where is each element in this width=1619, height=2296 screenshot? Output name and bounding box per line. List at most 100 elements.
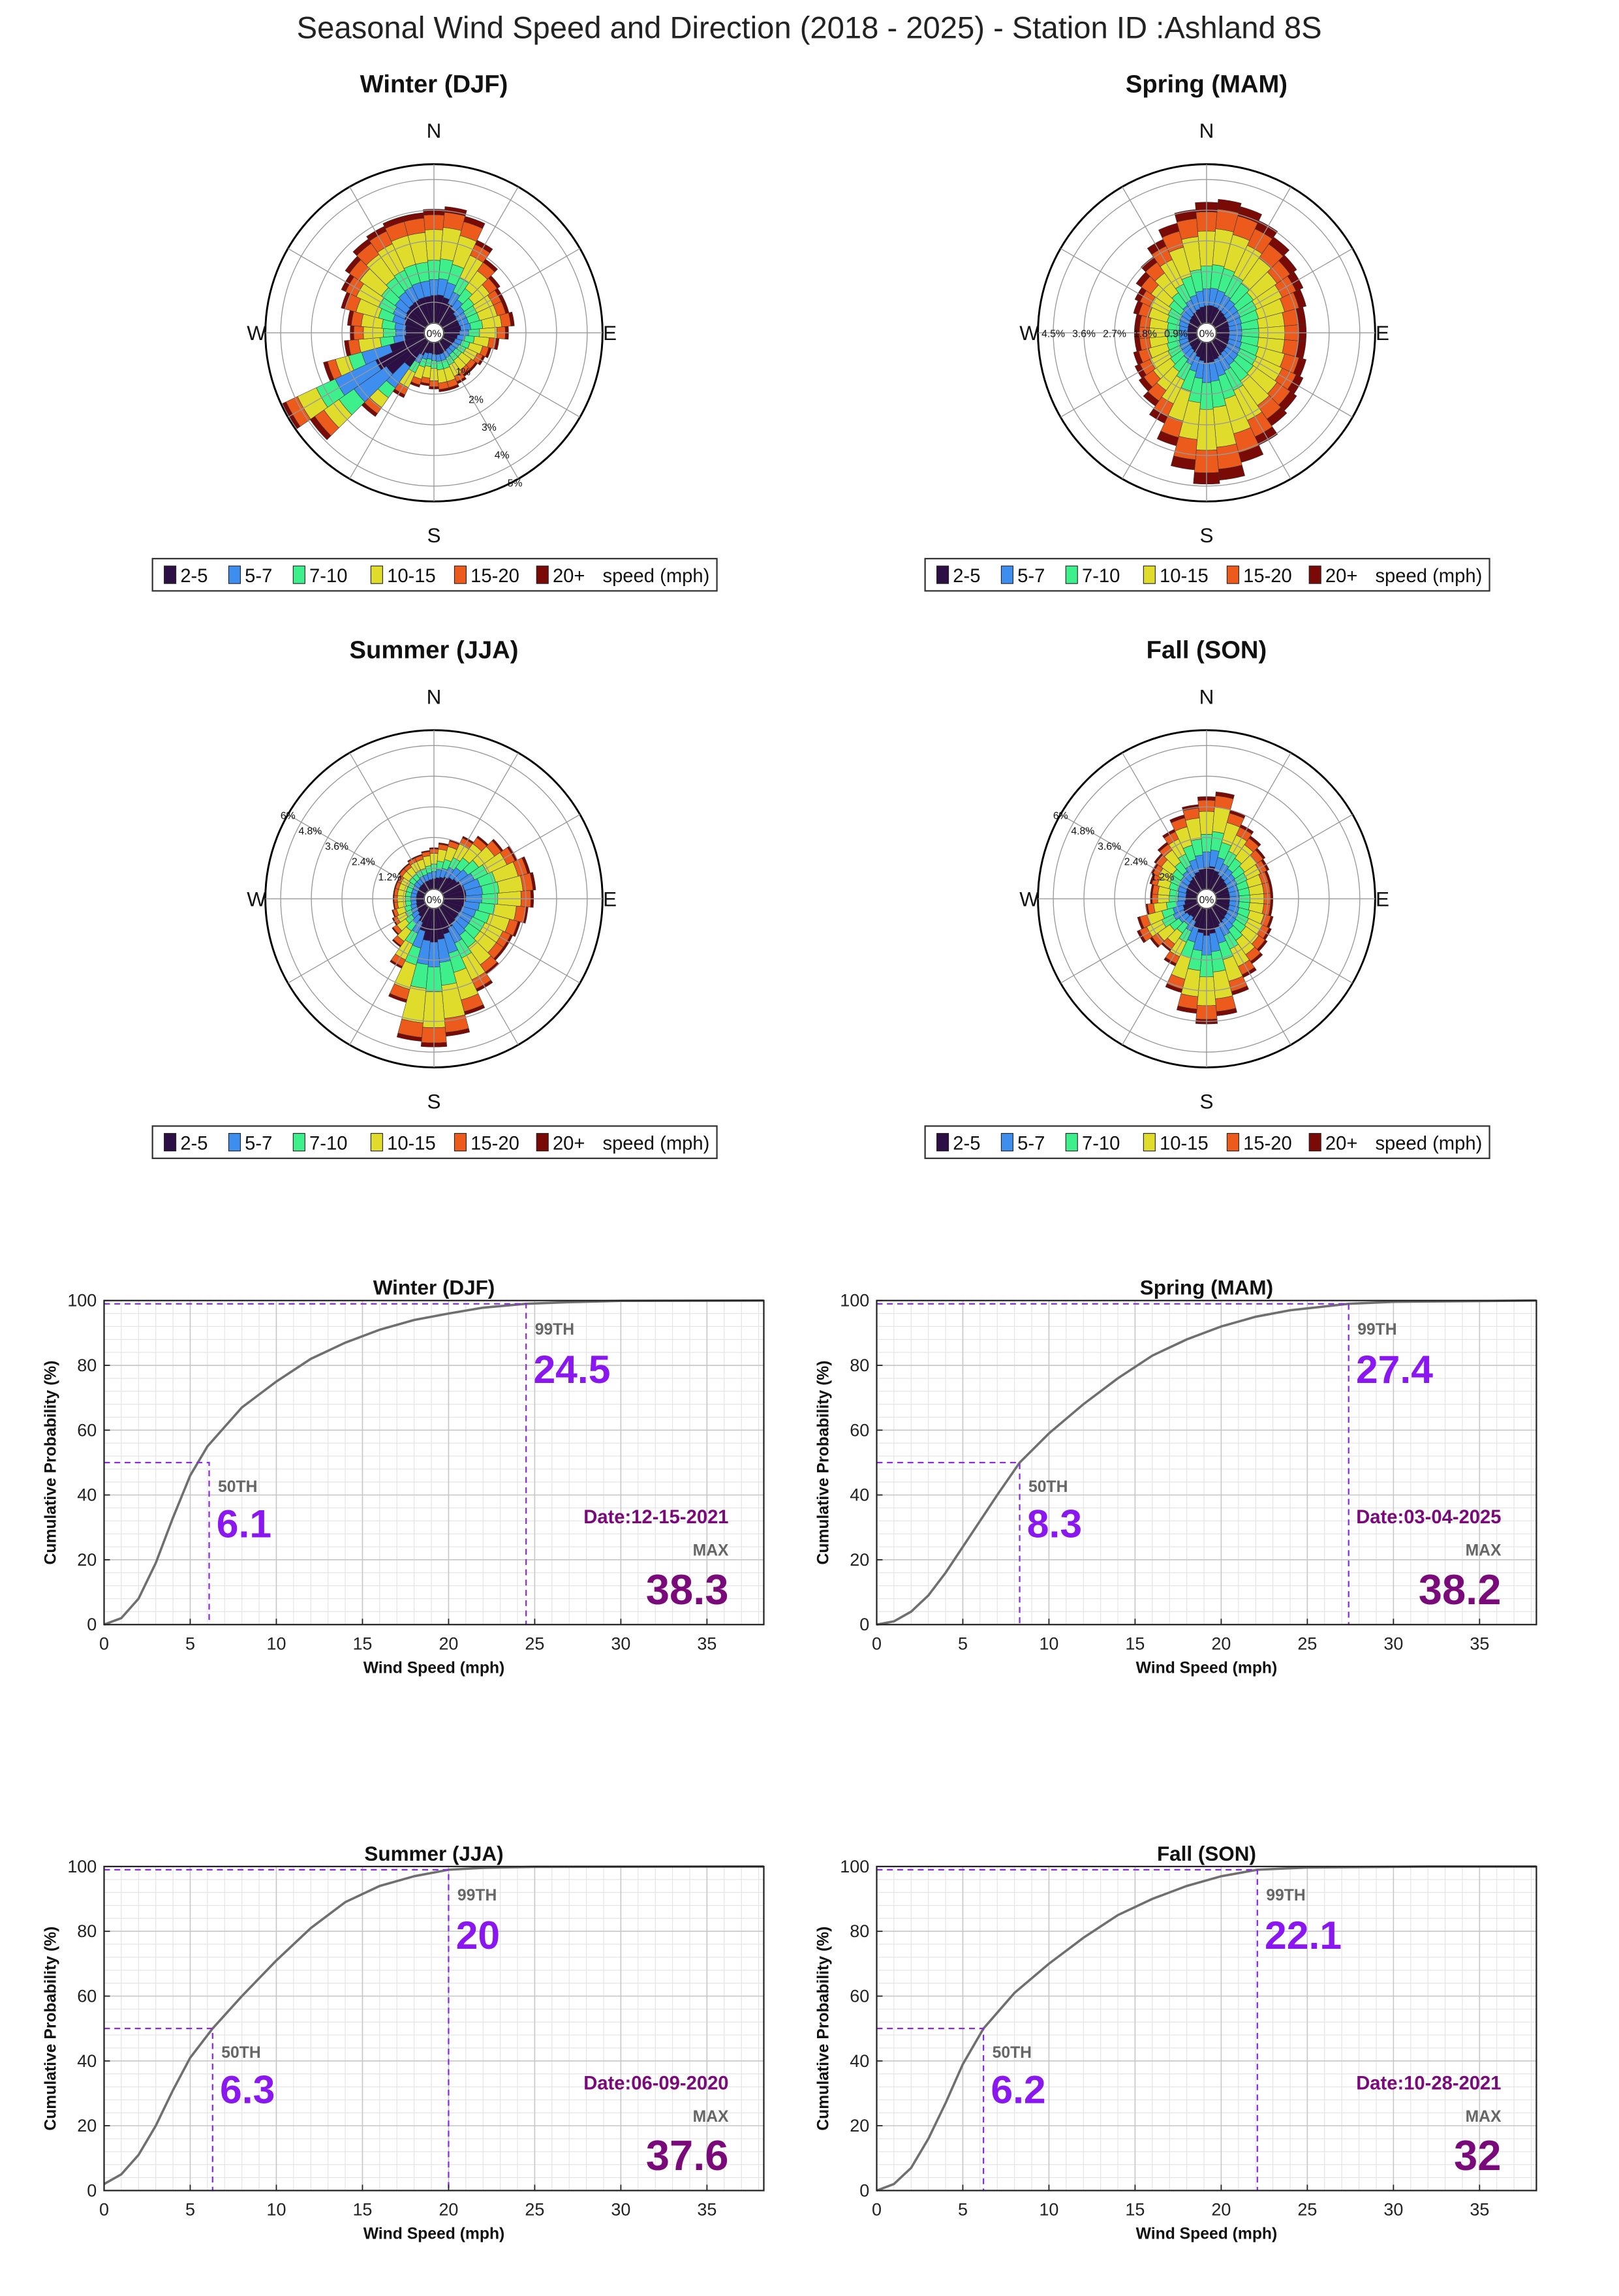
windrose-4: Fall (SON) 0% 1.2%2.4%3.6% 4.8%6% N S E W 2-5 5-7… bbox=[924, 636, 1490, 1159]
x-tick-label: 25 bbox=[525, 2200, 544, 2220]
legend-label: 2-5 bbox=[953, 1133, 980, 1154]
compass-east: E bbox=[1376, 888, 1389, 910]
legend-label: 10-15 bbox=[1160, 1133, 1209, 1154]
windrose-spoke bbox=[1206, 332, 1353, 418]
windrose-sector bbox=[1209, 908, 1249, 996]
x-axis-label: Wind Speed (mph) bbox=[363, 1659, 505, 1677]
windrose-spoke bbox=[433, 186, 519, 334]
legend-label: 7-10 bbox=[1082, 566, 1120, 587]
y-tick-label: 80 bbox=[77, 1356, 97, 1375]
compass-west: W bbox=[1019, 322, 1039, 345]
x-tick-label: 35 bbox=[697, 1634, 717, 1653]
windrose-sector bbox=[1140, 256, 1201, 326]
x-tick-label: 0 bbox=[99, 1634, 109, 1653]
x-tick-label: 30 bbox=[1383, 1634, 1403, 1653]
y-tick-label: 100 bbox=[67, 1857, 97, 1876]
windrose-spoke bbox=[433, 898, 581, 984]
windrose-ring-label: 3.6% bbox=[325, 841, 348, 852]
windrose-sector bbox=[396, 908, 433, 1042]
legend-swatch-10-15 bbox=[1143, 1133, 1156, 1152]
max-value: 32 bbox=[1454, 2132, 1501, 2179]
p50-value: 8.3 bbox=[1027, 1502, 1082, 1546]
windrose-sector bbox=[1174, 209, 1206, 324]
windrose-spoke bbox=[1206, 248, 1353, 334]
windrose-wedge-20+ bbox=[388, 993, 407, 1003]
windrose-ring-label: 4% bbox=[495, 450, 510, 461]
windrose-spoke bbox=[1122, 898, 1207, 1046]
x-axis-label: Wind Speed (mph) bbox=[1136, 1659, 1278, 1677]
windrose-legend: 2-5 5-7 7-10 10-15 15-20 20+ speed (mph) bbox=[924, 557, 1490, 592]
max-value: 38.3 bbox=[646, 1566, 729, 1613]
windrose-sector bbox=[323, 335, 425, 382]
x-tick-label: 10 bbox=[1039, 2200, 1058, 2220]
legend-label: 10-15 bbox=[387, 1133, 436, 1154]
p50-value: 6.3 bbox=[220, 2068, 275, 2112]
windrose-spoke bbox=[1206, 814, 1353, 899]
legend-swatch-7-10 bbox=[1065, 565, 1078, 584]
p50-guide bbox=[876, 2028, 985, 2191]
legend-label: 7-10 bbox=[309, 566, 347, 587]
y-tick-label: 0 bbox=[859, 1615, 869, 1634]
windrose-sector bbox=[442, 335, 492, 358]
windrose-spoke bbox=[433, 332, 519, 480]
windrose-sector bbox=[442, 300, 510, 331]
legend-label: 2-5 bbox=[953, 566, 980, 587]
windrose-spoke bbox=[1060, 898, 1207, 984]
max-date: Date:06-09-2020 bbox=[583, 2073, 728, 2094]
windrose-sector bbox=[435, 843, 449, 890]
legend-label: 7-10 bbox=[309, 1133, 347, 1154]
windrose-spoke bbox=[1206, 898, 1291, 1046]
windrose-spoke bbox=[433, 752, 519, 899]
windrose-wedge-20+ bbox=[1165, 983, 1183, 993]
x-tick-label: 10 bbox=[266, 2200, 286, 2220]
legend-swatch-20+ bbox=[1308, 565, 1321, 584]
windrose-sector bbox=[421, 850, 433, 890]
legend-swatch-20+ bbox=[536, 1133, 549, 1152]
windrose-ring-label: 4.5% bbox=[1041, 329, 1065, 340]
windrose-sector bbox=[1134, 313, 1197, 332]
windrose-sector bbox=[309, 338, 427, 441]
cdf-plot-2: Spring (MAM) 0 5 10 15 20 25 30 35 0 20 40 60 80 100 Wi… bbox=[814, 1277, 1537, 1677]
legend-label: 2-5 bbox=[180, 566, 208, 587]
windrose-sector bbox=[361, 339, 429, 417]
windrose-spoke bbox=[1206, 752, 1291, 899]
windrose-center bbox=[424, 889, 444, 909]
windrose-ring-label: 3.6% bbox=[1072, 329, 1096, 340]
legend-swatch-15-20 bbox=[1226, 565, 1239, 584]
windrose-sector bbox=[1145, 899, 1197, 915]
windrose-sector bbox=[392, 901, 425, 918]
legend-swatch-5-7 bbox=[1000, 1133, 1013, 1152]
x-tick-label: 0 bbox=[99, 2200, 109, 2220]
windrose-wedge-20+ bbox=[1174, 209, 1197, 223]
y-tick-label: 60 bbox=[850, 1420, 869, 1440]
windrose-sector bbox=[388, 908, 432, 1003]
windrose-spoke bbox=[433, 814, 581, 899]
max-label: MAX bbox=[693, 1542, 729, 1560]
windrose-spoke bbox=[287, 898, 435, 984]
windrose-ring-label: 4.8% bbox=[298, 826, 322, 837]
x-tick-label: 5 bbox=[185, 1634, 195, 1653]
p99-value: 20 bbox=[456, 1913, 500, 1957]
windrose-spoke bbox=[1122, 332, 1207, 480]
max-label: MAX bbox=[1466, 1542, 1502, 1560]
y-tick-label: 80 bbox=[850, 1921, 869, 1941]
windrose-sector bbox=[1149, 904, 1200, 948]
windrose-ring-label: 2.4% bbox=[352, 857, 375, 868]
y-tick-label: 40 bbox=[850, 2051, 869, 2071]
legend-label: 10-15 bbox=[1160, 566, 1209, 587]
windrose-sector bbox=[420, 342, 433, 386]
legend-box bbox=[151, 557, 718, 592]
plot-frame bbox=[103, 1299, 765, 1626]
windrose-ring-label: 1.2% bbox=[1150, 872, 1174, 883]
p99-label: 99TH bbox=[1357, 1321, 1396, 1339]
windrose-sector bbox=[439, 905, 500, 975]
p99-label: 99TH bbox=[457, 1887, 497, 1904]
windrose-wedge-20+ bbox=[1156, 431, 1179, 446]
max-date: Date:12-15-2021 bbox=[583, 1507, 728, 1528]
compass-south: S bbox=[427, 524, 441, 547]
windrose-sector bbox=[1215, 870, 1271, 897]
legend-box bbox=[924, 1125, 1490, 1159]
legend-unit: speed (mph) bbox=[1375, 1133, 1482, 1154]
compass-north: N bbox=[1199, 685, 1214, 708]
x-axis-label: Wind Speed (mph) bbox=[1136, 2226, 1278, 2243]
